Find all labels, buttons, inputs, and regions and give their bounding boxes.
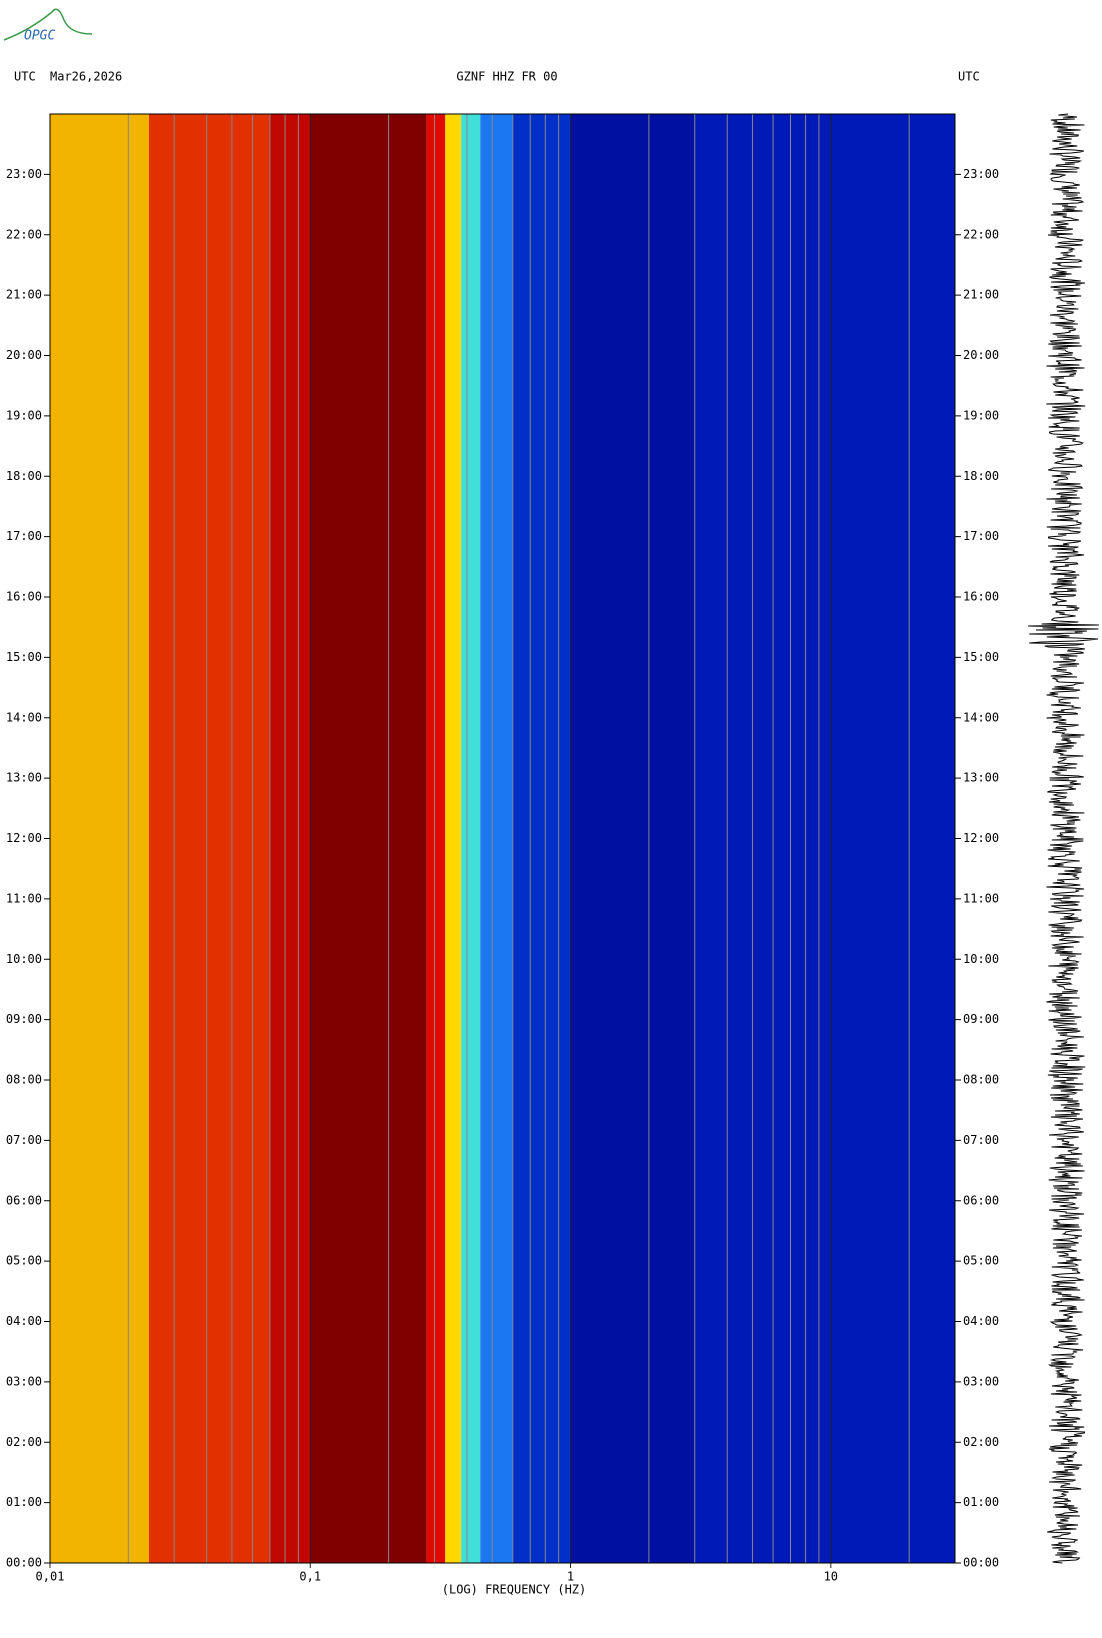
y-tick-label: 12:00 (963, 831, 999, 845)
spectrum-band (148, 114, 270, 1563)
x-tick-label: 10 (824, 1570, 838, 1584)
y-tick-label: 13:00 (6, 771, 42, 785)
y-tick-label: 02:00 (963, 1435, 999, 1449)
spectrum-band (310, 114, 427, 1563)
y-tick-label: 20:00 (6, 348, 42, 362)
y-tick-label: 23:00 (6, 167, 42, 181)
y-tick-label: 05:00 (963, 1254, 999, 1268)
y-tick-label: 18:00 (963, 469, 999, 483)
y-tick-label: 16:00 (6, 590, 42, 604)
y-tick-label: 00:00 (6, 1556, 42, 1570)
left-utc: UTC (14, 70, 36, 84)
spectrum-band (512, 114, 571, 1563)
spectrum-band (269, 114, 311, 1563)
spectrum-band (570, 114, 695, 1563)
spectrum-band (426, 114, 446, 1563)
y-tick-label: 15:00 (963, 650, 999, 664)
y-tick-label: 06:00 (6, 1193, 42, 1207)
logo-arc (3, 8, 93, 41)
y-tick-label: 21:00 (963, 288, 999, 302)
y-tick-label: 03:00 (6, 1374, 42, 1388)
y-tick-label: 10:00 (963, 952, 999, 966)
y-tick-label: 04:00 (963, 1314, 999, 1328)
y-tick-label: 07:00 (963, 1133, 999, 1147)
y-tick-label: 01:00 (963, 1495, 999, 1509)
date: Mar26,2026 (50, 70, 122, 84)
y-tick-label: 14:00 (6, 710, 42, 724)
y-tick-label: 13:00 (963, 771, 999, 785)
logo: OPGC (24, 29, 55, 44)
y-tick-label: 06:00 (963, 1193, 999, 1207)
y-tick-label: 17:00 (963, 529, 999, 543)
spectrum-band (461, 114, 481, 1563)
y-tick-label: 21:00 (6, 288, 42, 302)
y-tick-label: 22:00 (963, 227, 999, 241)
y-tick-label: 03:00 (963, 1374, 999, 1388)
y-tick-label: 11:00 (6, 891, 42, 905)
y-tick-label: 08:00 (963, 1073, 999, 1087)
x-tick-label: 0,1 (299, 1570, 321, 1584)
y-tick-label: 15:00 (6, 650, 42, 664)
y-tick-label: 05:00 (6, 1254, 42, 1268)
plot-frame (49, 113, 956, 1564)
right-utc: UTC (958, 70, 980, 84)
y-tick-label: 14:00 (963, 710, 999, 724)
y-tick-label: 00:00 (963, 1556, 999, 1570)
x-tick-label: 0,01 (36, 1570, 65, 1584)
chart-title: GZNF HHZ FR 00 (456, 70, 557, 84)
y-tick-label: 09:00 (6, 1012, 42, 1026)
spectrum-band (694, 114, 955, 1563)
y-tick-label: 10:00 (6, 952, 42, 966)
spectrum-band (445, 114, 462, 1563)
y-tick-label: 16:00 (963, 590, 999, 604)
spectrum-band (480, 114, 513, 1563)
spectrum-band (50, 114, 149, 1563)
y-tick-label: 19:00 (6, 408, 42, 422)
y-tick-label: 19:00 (963, 408, 999, 422)
y-tick-label: 02:00 (6, 1435, 42, 1449)
y-tick-label: 23:00 (963, 167, 999, 181)
seismogram (1028, 113, 1099, 1564)
y-tick-label: 18:00 (6, 469, 42, 483)
y-tick-label: 20:00 (963, 348, 999, 362)
y-tick-label: 17:00 (6, 529, 42, 543)
x-tick-label: 1 (567, 1570, 574, 1584)
y-tick-label: 07:00 (6, 1133, 42, 1147)
x-axis-label: (LOG) FREQUENCY (HZ) (442, 1583, 587, 1597)
y-tick-label: 09:00 (963, 1012, 999, 1026)
y-tick-label: 01:00 (6, 1495, 42, 1509)
y-tick-label: 22:00 (6, 227, 42, 241)
y-tick-label: 04:00 (6, 1314, 42, 1328)
y-tick-label: 12:00 (6, 831, 42, 845)
y-tick-label: 08:00 (6, 1073, 42, 1087)
y-tick-label: 11:00 (963, 891, 999, 905)
